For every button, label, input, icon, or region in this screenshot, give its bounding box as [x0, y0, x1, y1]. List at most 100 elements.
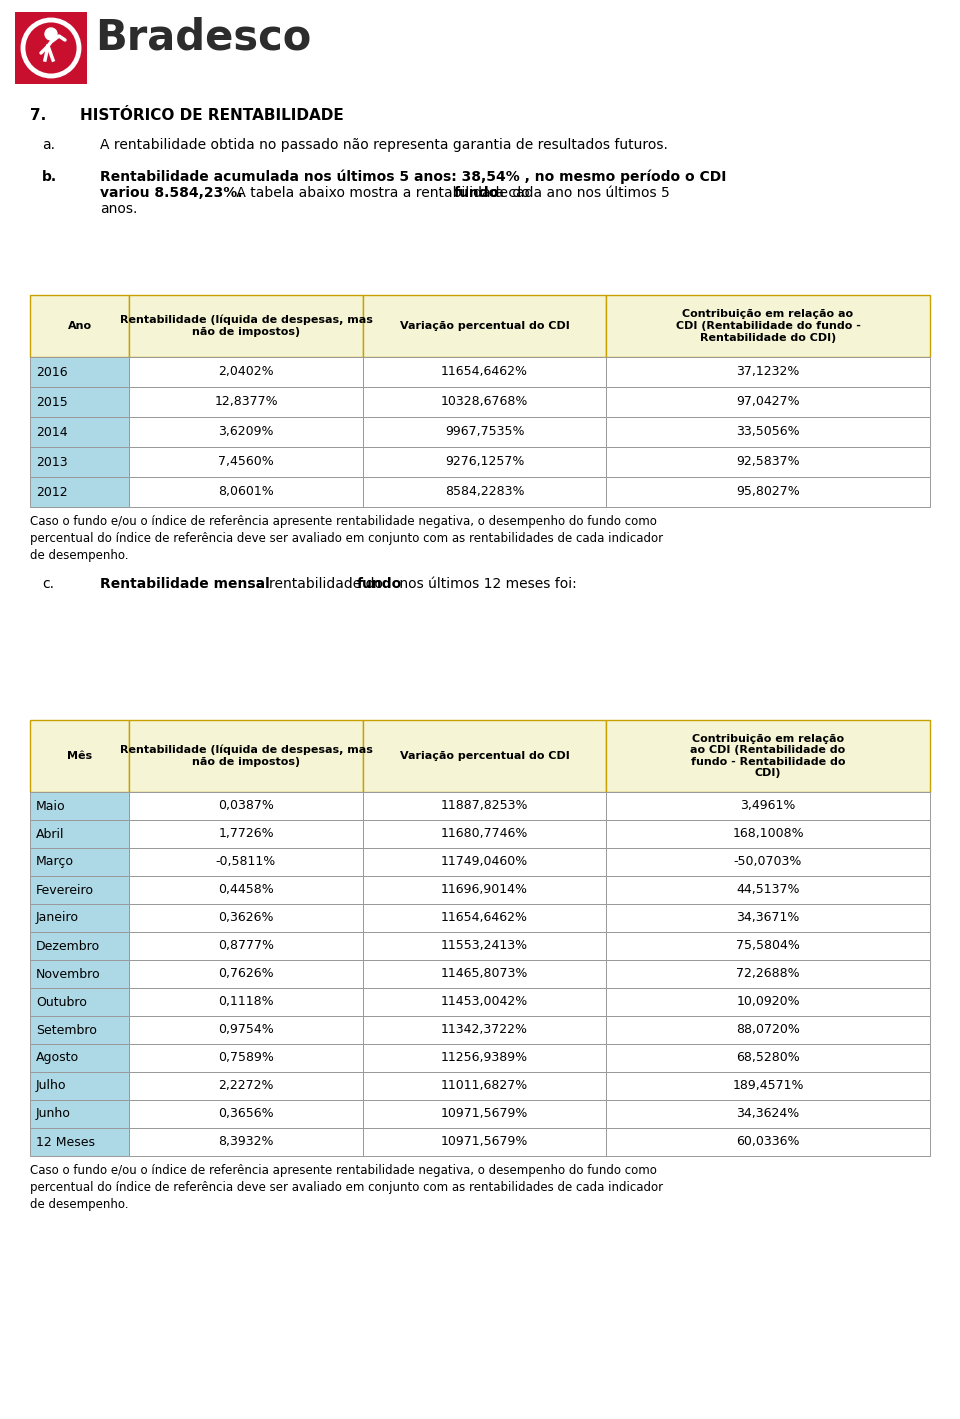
Text: 10,0920%: 10,0920% — [736, 996, 800, 1009]
Bar — [129, 820, 363, 849]
Text: Junho: Junho — [36, 1107, 71, 1121]
Text: 189,4571%: 189,4571% — [732, 1080, 804, 1093]
Bar — [363, 1071, 606, 1100]
Text: Janeiro: Janeiro — [36, 911, 79, 925]
Bar — [129, 961, 363, 988]
Bar — [606, 988, 930, 1016]
Text: 34,3624%: 34,3624% — [736, 1107, 800, 1121]
Text: 3,6209%: 3,6209% — [218, 426, 274, 438]
Bar — [129, 932, 363, 961]
Text: 2012: 2012 — [36, 485, 67, 498]
Bar — [30, 417, 129, 447]
Text: Agosto: Agosto — [36, 1051, 79, 1064]
Bar — [606, 876, 930, 904]
Text: 11654,6462%: 11654,6462% — [441, 911, 528, 925]
Bar — [606, 417, 930, 447]
Bar — [129, 988, 363, 1016]
Text: 2015: 2015 — [36, 396, 68, 409]
Text: Rentabilidade (líquida de despesas, mas
não de impostos): Rentabilidade (líquida de despesas, mas … — [120, 315, 372, 338]
Text: 37,1232%: 37,1232% — [736, 366, 800, 379]
Bar — [606, 1044, 930, 1071]
Bar — [30, 792, 129, 820]
Text: Caso o fundo e/ou o índice de referência apresente rentabilidade negativa, o des: Caso o fundo e/ou o índice de referência… — [30, 1164, 663, 1210]
Text: nos últimos 12 meses foi:: nos últimos 12 meses foi: — [395, 578, 577, 590]
Text: a cada ano nos últimos 5: a cada ano nos últimos 5 — [491, 186, 670, 200]
Text: variou 8.584,23%.: variou 8.584,23%. — [100, 186, 243, 200]
Text: a.: a. — [42, 138, 55, 152]
Text: -50,0703%: -50,0703% — [733, 856, 803, 868]
Text: Variação percentual do CDI: Variação percentual do CDI — [399, 751, 569, 761]
Bar — [363, 961, 606, 988]
Bar — [129, 295, 363, 358]
Text: b.: b. — [42, 170, 58, 184]
Bar — [30, 961, 129, 988]
Text: A tabela abaixo mostra a rentabilidade do: A tabela abaixo mostra a rentabilidade d… — [232, 186, 534, 200]
Text: A rentabilidade obtida no passado não representa garantia de resultados futuros.: A rentabilidade obtida no passado não re… — [100, 138, 668, 152]
Bar — [30, 1016, 129, 1044]
Bar — [606, 477, 930, 507]
Bar — [129, 1016, 363, 1044]
Text: Dezembro: Dezembro — [36, 939, 100, 952]
Bar — [363, 1044, 606, 1071]
Bar — [129, 1100, 363, 1128]
Bar — [30, 387, 129, 417]
Bar — [606, 820, 930, 849]
Circle shape — [45, 28, 57, 40]
Bar — [363, 849, 606, 876]
Text: Contribuição em relação
ao CDI (Rentabilidade do
fundo - Rentabilidade do
CDI): Contribuição em relação ao CDI (Rentabil… — [690, 734, 846, 779]
Bar — [129, 849, 363, 876]
Bar — [129, 477, 363, 507]
Text: Contribuição em relação ao
CDI (Rentabilidade do fundo -
Rentabilidade do CDI): Contribuição em relação ao CDI (Rentabil… — [676, 309, 860, 342]
Bar — [363, 477, 606, 507]
Bar — [606, 792, 930, 820]
Bar — [129, 1128, 363, 1156]
Bar — [363, 1128, 606, 1156]
Text: 0,4458%: 0,4458% — [218, 884, 274, 897]
Text: 168,1008%: 168,1008% — [732, 827, 804, 840]
Bar — [363, 447, 606, 477]
Text: 95,8027%: 95,8027% — [736, 485, 800, 498]
Text: Março: Março — [36, 856, 74, 868]
Bar — [30, 932, 129, 961]
Bar — [30, 988, 129, 1016]
Bar — [606, 358, 930, 387]
Text: 9276,1257%: 9276,1257% — [444, 455, 524, 468]
Text: 7,4560%: 7,4560% — [218, 455, 274, 468]
Text: Mês: Mês — [67, 751, 92, 761]
Text: 60,0336%: 60,0336% — [736, 1135, 800, 1148]
Text: 2016: 2016 — [36, 366, 67, 379]
Text: Fevereiro: Fevereiro — [36, 884, 94, 897]
Bar — [30, 876, 129, 904]
Text: 7.: 7. — [30, 108, 46, 123]
Bar — [363, 932, 606, 961]
Text: 12 Meses: 12 Meses — [36, 1135, 95, 1148]
Bar — [363, 417, 606, 447]
Bar — [129, 876, 363, 904]
Bar — [30, 1044, 129, 1071]
Text: Setembro: Setembro — [36, 1023, 97, 1036]
Bar — [606, 1100, 930, 1128]
Bar — [129, 387, 363, 417]
Text: 2013: 2013 — [36, 455, 67, 468]
Bar — [606, 904, 930, 932]
Bar — [363, 295, 606, 358]
Bar — [30, 447, 129, 477]
Text: 11749,0460%: 11749,0460% — [441, 856, 528, 868]
Bar — [129, 904, 363, 932]
Bar — [363, 820, 606, 849]
Text: 0,3626%: 0,3626% — [218, 911, 274, 925]
Bar — [606, 447, 930, 477]
Text: 44,5137%: 44,5137% — [736, 884, 800, 897]
Text: Maio: Maio — [36, 799, 65, 813]
Bar — [30, 1128, 129, 1156]
Text: 8,3932%: 8,3932% — [218, 1135, 274, 1148]
Text: HISTÓRICO DE RENTABILIDADE: HISTÓRICO DE RENTABILIDADE — [80, 108, 344, 123]
Bar — [363, 387, 606, 417]
Text: Julho: Julho — [36, 1080, 66, 1093]
Bar — [30, 295, 129, 358]
Bar — [606, 1128, 930, 1156]
Text: Novembro: Novembro — [36, 968, 101, 981]
Bar — [606, 719, 930, 792]
Bar — [606, 1071, 930, 1100]
Bar — [30, 1100, 129, 1128]
